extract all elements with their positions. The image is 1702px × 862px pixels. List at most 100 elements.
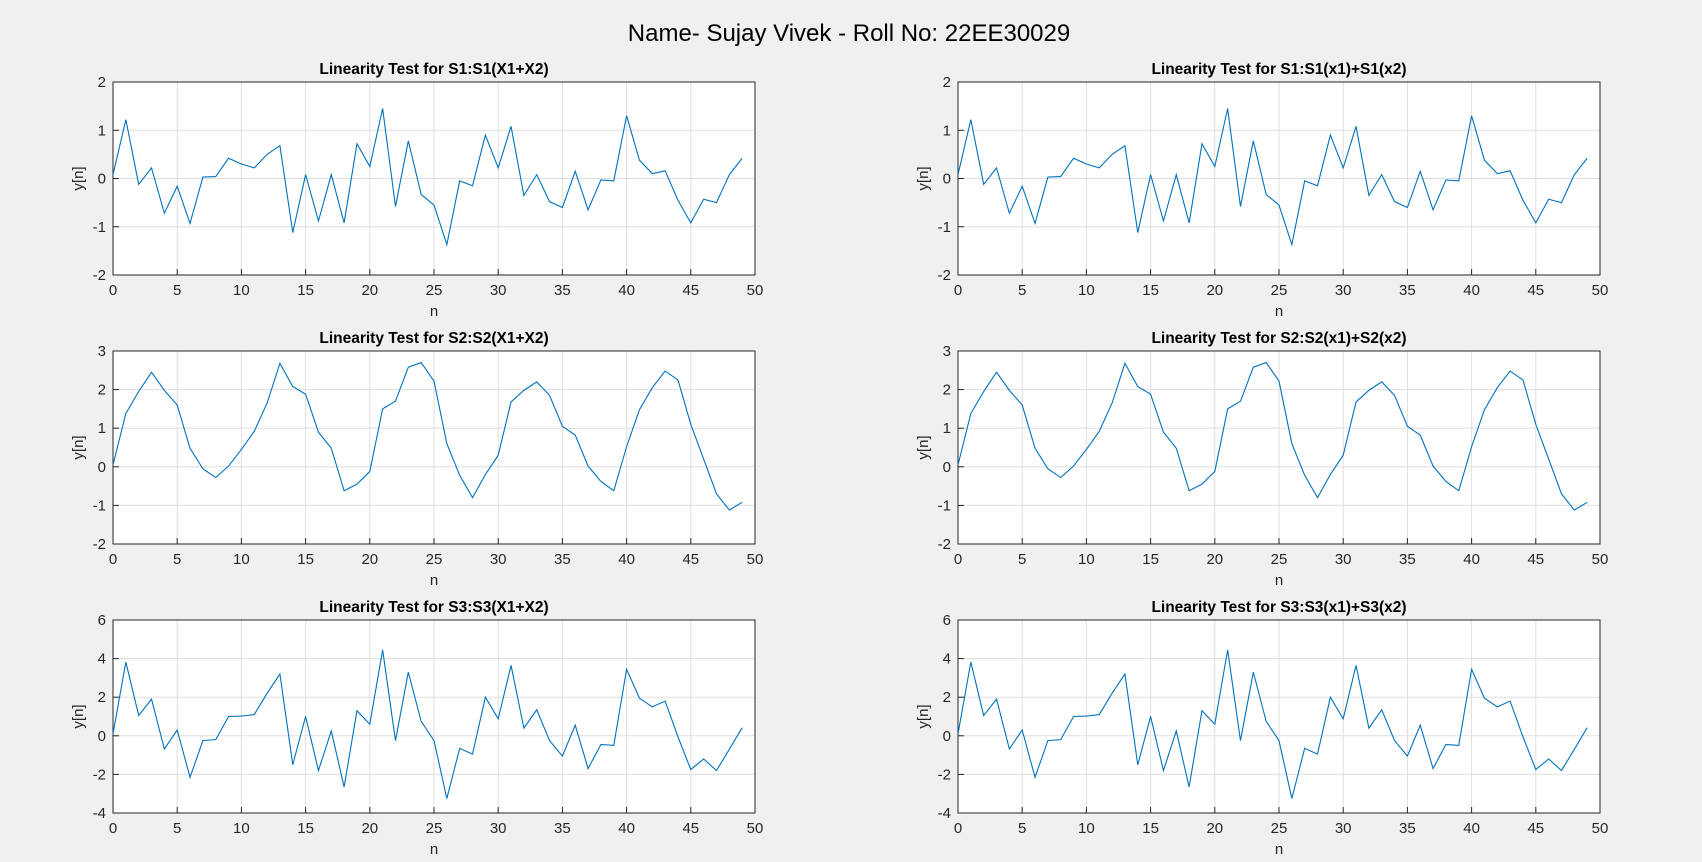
x-axis-label: n	[430, 572, 438, 589]
x-tick-label: 5	[173, 282, 181, 299]
x-tick-label: 0	[109, 551, 117, 568]
x-tick-label: 50	[747, 551, 764, 568]
y-tick-label: 0	[943, 459, 951, 476]
x-tick-label: 30	[490, 820, 507, 837]
x-tick-label: 10	[233, 551, 250, 568]
x-tick-label: 20	[1206, 282, 1223, 299]
x-tick-label: 50	[747, 820, 764, 837]
x-tick-label: 0	[109, 282, 117, 299]
y-tick-label: 0	[943, 728, 951, 745]
x-tick-label: 25	[426, 282, 443, 299]
subplot-title: Linearity Test for S3:S3(X1+X2)	[319, 599, 548, 616]
subplot-2: 0 5 10 15 20 25 30 35 40 45 50 -2 -1 0 1 2 Linearity Tes…	[915, 61, 1608, 320]
y-tick-label: -2	[938, 536, 951, 553]
y-tick-label: 0	[98, 728, 106, 745]
x-axis-label: n	[430, 841, 438, 858]
subplot-1: 0 5 10 15 20 25 30 35 40 45 50 -2 -1 0 1 2 Linearity Tes…	[70, 61, 763, 320]
x-tick-label: 10	[233, 820, 250, 837]
x-tick-label: 0	[954, 551, 962, 568]
y-axis-label: y[n]	[70, 704, 87, 728]
x-tick-label: 35	[1399, 282, 1416, 299]
x-tick-label: 5	[1018, 820, 1026, 837]
x-tick-label: 45	[1527, 282, 1544, 299]
y-tick-label: -2	[938, 267, 951, 284]
x-tick-label: 35	[1399, 551, 1416, 568]
x-tick-label: 20	[361, 282, 378, 299]
y-tick-label: 0	[98, 171, 106, 188]
x-tick-label: 35	[554, 282, 571, 299]
subplot-title: Linearity Test for S2:S2(x1)+S2(x2)	[1151, 330, 1406, 347]
subplot-3: 0 5 10 15 20 25 30 35 40 45 50 -2 -1 0 1 2 3 Linearity Te…	[70, 330, 763, 589]
x-tick-label: 50	[747, 282, 764, 299]
subplot-title: Linearity Test for S1:S1(X1+X2)	[319, 61, 548, 78]
x-tick-label: 15	[1142, 551, 1159, 568]
subplot-title: Linearity Test for S2:S2(X1+X2)	[319, 330, 548, 347]
x-tick-label: 15	[1142, 282, 1159, 299]
y-axis-label: y[n]	[915, 704, 932, 728]
x-tick-label: 25	[1271, 282, 1288, 299]
series-line-1	[957, 361, 1588, 511]
x-tick-label: 35	[1399, 820, 1416, 837]
y-tick-label: 2	[943, 74, 951, 91]
x-tick-label: 20	[361, 551, 378, 568]
y-tick-label: -2	[938, 766, 951, 783]
x-tick-label: 0	[109, 820, 117, 837]
x-tick-label: 30	[490, 282, 507, 299]
y-tick-label: -1	[93, 497, 106, 514]
y-tick-label: 4	[943, 651, 951, 668]
y-tick-label: -2	[93, 766, 106, 783]
x-tick-label: 40	[618, 820, 635, 837]
x-tick-label: 35	[554, 820, 571, 837]
x-tick-label: 20	[1206, 820, 1223, 837]
y-tick-label: -2	[93, 536, 106, 553]
x-tick-label: 40	[1463, 282, 1480, 299]
y-tick-label: 1	[98, 122, 106, 139]
subplot-title: Linearity Test for S3:S3(x1)+S3(x2)	[1151, 599, 1406, 616]
x-tick-label: 50	[1592, 282, 1609, 299]
series-line-1	[112, 108, 743, 247]
x-tick-label: 25	[1271, 820, 1288, 837]
x-tick-label: 10	[1078, 820, 1095, 837]
y-axis-label: y[n]	[915, 435, 932, 459]
x-tick-label: 45	[682, 820, 699, 837]
y-tick-label: 0	[943, 171, 951, 188]
x-tick-label: 40	[1463, 551, 1480, 568]
y-tick-label: -2	[93, 267, 106, 284]
x-tick-label: 45	[1527, 820, 1544, 837]
x-tick-label: 10	[233, 282, 250, 299]
subplot-4: 0 5 10 15 20 25 30 35 40 45 50 -2 -1 0 1 2 3 Linearity Te…	[915, 330, 1608, 589]
y-tick-label: 1	[943, 420, 951, 437]
x-tick-label: 45	[682, 551, 699, 568]
x-tick-label: 30	[1335, 551, 1352, 568]
x-tick-label: 40	[618, 282, 635, 299]
x-tick-label: 15	[297, 820, 314, 837]
y-tick-label: 2	[98, 382, 106, 399]
x-tick-label: 15	[297, 282, 314, 299]
x-tick-label: 30	[1335, 820, 1352, 837]
series-line-1	[112, 649, 743, 799]
y-axis-label: y[n]	[70, 435, 87, 459]
x-tick-label: 30	[1335, 282, 1352, 299]
x-tick-label: 5	[1018, 551, 1026, 568]
y-tick-label: 1	[943, 122, 951, 139]
y-tick-label: 3	[943, 343, 951, 360]
x-tick-label: 15	[297, 551, 314, 568]
x-tick-label: 5	[173, 551, 181, 568]
x-axis-label: n	[1275, 841, 1283, 858]
y-tick-label: 6	[943, 612, 951, 629]
y-tick-label: -4	[938, 805, 951, 822]
x-tick-label: 45	[682, 282, 699, 299]
x-tick-label: 25	[426, 551, 443, 568]
y-tick-label: 2	[943, 382, 951, 399]
x-tick-label: 40	[1463, 820, 1480, 837]
subplot-5: 0 5 10 15 20 25 30 35 40 45 50 -4 -2 0 2 4 6 Linearity Te…	[70, 599, 763, 858]
subplot-title: Linearity Test for S1:S1(x1)+S1(x2)	[1151, 61, 1406, 78]
x-tick-label: 50	[1592, 551, 1609, 568]
y-tick-label: 6	[98, 612, 106, 629]
y-tick-label: 1	[98, 420, 106, 437]
y-tick-label: -1	[938, 219, 951, 236]
y-tick-label: -1	[938, 497, 951, 514]
x-tick-label: 20	[361, 820, 378, 837]
x-tick-label: 10	[1078, 551, 1095, 568]
